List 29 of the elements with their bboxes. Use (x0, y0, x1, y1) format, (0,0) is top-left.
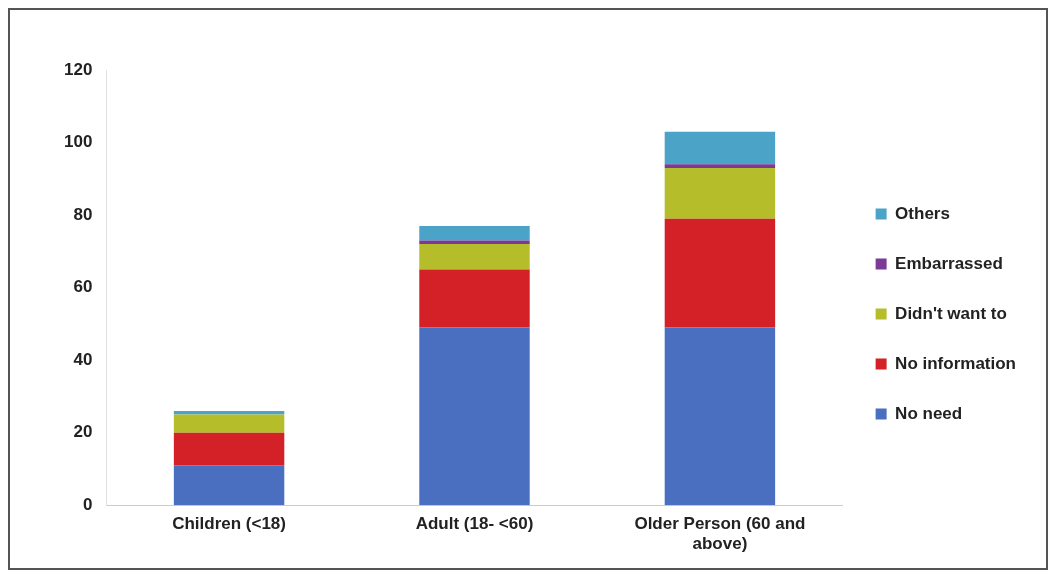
y-tick-label: 100 (63, 132, 93, 152)
bar (419, 240, 530, 245)
y-tick-label: 60 (73, 277, 93, 297)
bar (419, 225, 530, 241)
y-tick-label: 80 (73, 204, 93, 224)
bar (173, 465, 285, 506)
bar (173, 414, 285, 433)
bar (664, 218, 776, 328)
x-tick-label: Children (<18) (172, 514, 286, 534)
x-tick-label: Adult (18- <60) (415, 514, 534, 534)
bar (173, 410, 285, 415)
legend-label: Embarrassed (895, 253, 1003, 273)
bar (419, 269, 530, 328)
bar (664, 164, 776, 168)
bar (664, 167, 776, 219)
bar (664, 327, 776, 506)
legend-label: Didn't want to (895, 303, 1007, 323)
bar (419, 327, 530, 506)
bar (173, 432, 285, 466)
y-tick-label: 40 (73, 349, 93, 369)
y-tick-label: 0 (82, 494, 93, 514)
y-tick-label: 120 (63, 59, 93, 79)
bar (664, 131, 776, 165)
x-tick-label: Older Person (60 and above) (634, 514, 806, 554)
legend-label: Others (895, 203, 950, 223)
legend-label: No information (895, 353, 1017, 373)
y-tick-label: 20 (73, 422, 93, 442)
legend-label: No need (895, 403, 963, 423)
bar (419, 244, 530, 270)
